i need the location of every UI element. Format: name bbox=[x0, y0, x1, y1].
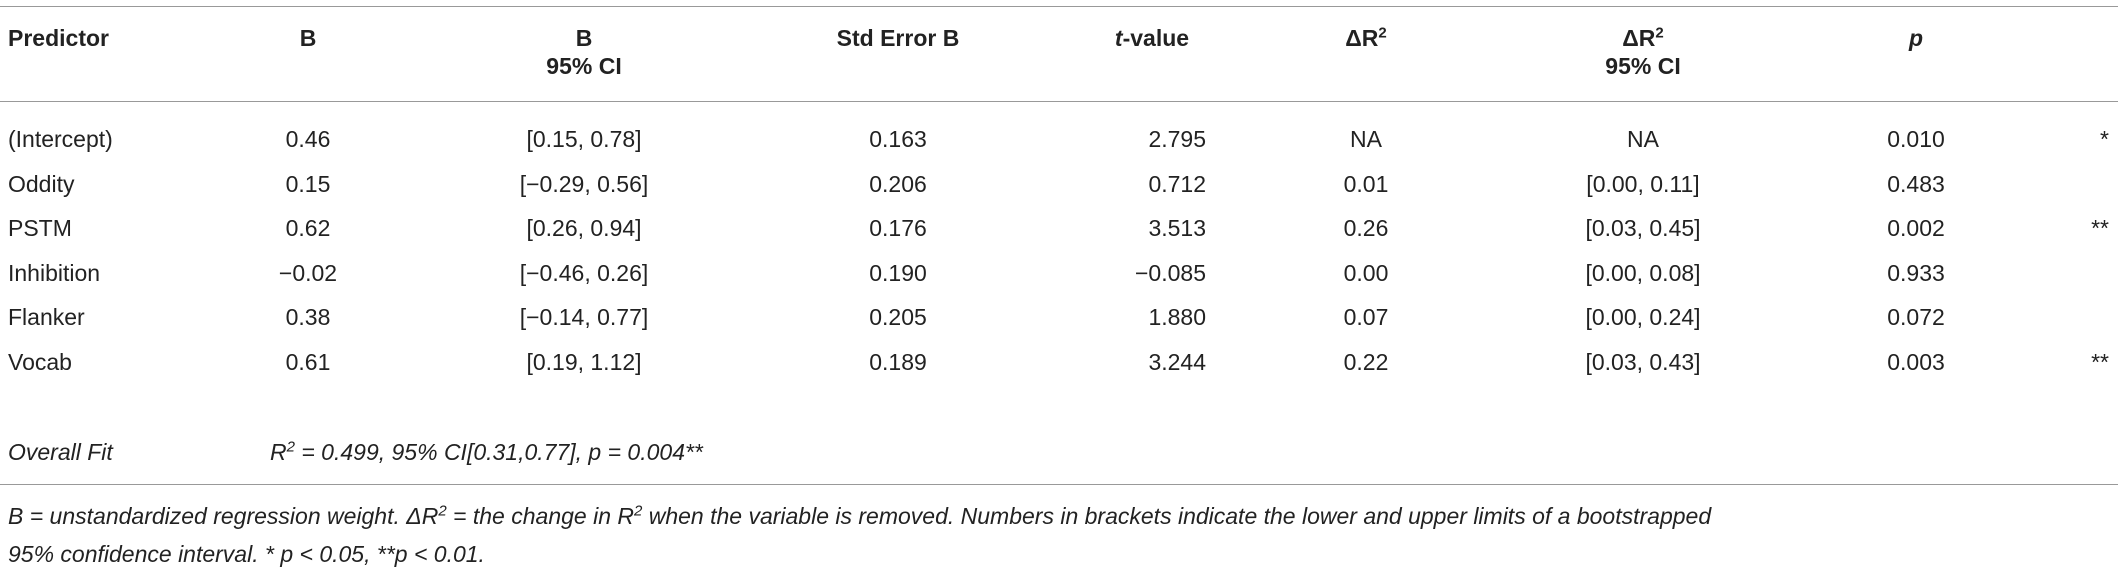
cell: 0.46 bbox=[285, 126, 331, 152]
header-text: -value bbox=[1122, 25, 1190, 51]
cell: 0.163 bbox=[869, 126, 927, 152]
cell: 0.190 bbox=[869, 259, 927, 286]
cell: NA bbox=[1350, 126, 1382, 152]
cell: 0.00 bbox=[1343, 259, 1389, 286]
cell: −0.02 bbox=[278, 259, 338, 286]
row-label: (Intercept) bbox=[8, 126, 113, 152]
cell: [0.15, 0.78] bbox=[526, 126, 642, 152]
cell: 3.244 bbox=[1148, 349, 1206, 375]
cell: [0.19, 1.12] bbox=[526, 349, 642, 375]
footnote-line: 95% confidence interval. * p < 0.05, **p… bbox=[8, 541, 485, 567]
header-text: ΔR bbox=[1622, 25, 1656, 51]
header-cell: Predictor bbox=[8, 25, 109, 51]
cell: 0.62 bbox=[285, 215, 331, 242]
header-cell: t-value bbox=[1115, 24, 1189, 52]
header-sup: 2 bbox=[1655, 24, 1664, 42]
header-text: t bbox=[1114, 25, 1123, 51]
cell: [0.03, 0.43] bbox=[1585, 349, 1701, 375]
row-label: Flanker bbox=[8, 304, 85, 331]
overall-fit-label: Overall Fit bbox=[8, 439, 113, 465]
cell: [0.00, 0.11] bbox=[1586, 170, 1700, 197]
sup: 2 bbox=[633, 502, 643, 520]
footnote-rule bbox=[0, 484, 2118, 485]
row-label: PSTM bbox=[8, 215, 72, 242]
sup: 2 bbox=[438, 502, 447, 520]
cell: 0.38 bbox=[285, 304, 331, 331]
header-text: 95% CI bbox=[1605, 53, 1681, 79]
cell: 0.07 bbox=[1343, 304, 1389, 331]
cell: 0.483 bbox=[1887, 170, 1945, 197]
cell: [0.00, 0.08] bbox=[1585, 259, 1701, 286]
cell: 0.15 bbox=[285, 170, 331, 197]
text: when the variable is removed. Numbers in… bbox=[642, 503, 1712, 529]
text: R bbox=[270, 439, 287, 465]
header-text: B bbox=[575, 25, 593, 51]
cell: 0.010 bbox=[1887, 126, 1945, 152]
text: B = unstandardized regression weight. ΔR bbox=[8, 503, 439, 529]
cell: 0.072 bbox=[1887, 304, 1945, 331]
cell: 0.206 bbox=[869, 170, 927, 197]
cell: 0.26 bbox=[1343, 215, 1389, 242]
cell: 1.880 bbox=[1148, 304, 1206, 331]
cell: 0.176 bbox=[869, 215, 927, 242]
header-cell: B 95% CI bbox=[546, 24, 621, 80]
header-text: 95% CI bbox=[546, 53, 622, 79]
cell: 0.22 bbox=[1343, 349, 1389, 375]
header-cell: ΔR2 95% CI bbox=[1605, 24, 1680, 80]
cell: [0.00, 0.24] bbox=[1585, 304, 1701, 331]
cell: 0.61 bbox=[285, 349, 331, 375]
text: = the change in R bbox=[446, 503, 634, 529]
cell: 0.933 bbox=[1887, 259, 1945, 286]
cell: [0.03, 0.45] bbox=[1585, 215, 1701, 242]
header-cell: p bbox=[1908, 25, 1924, 51]
cell: 0.189 bbox=[869, 349, 927, 375]
cell: [−0.29, 0.56] bbox=[519, 170, 649, 197]
top-rule bbox=[0, 6, 2118, 7]
cell: [0.26, 0.94] bbox=[526, 215, 642, 242]
row-label: Inhibition bbox=[8, 259, 101, 286]
cell: 0.712 bbox=[1148, 170, 1206, 197]
cell: 3.513 bbox=[1148, 215, 1206, 242]
cell: 0.002 bbox=[1887, 215, 1945, 242]
header-rule bbox=[0, 101, 2118, 102]
cell: [−0.14, 0.77] bbox=[519, 304, 649, 331]
header-sup: 2 bbox=[1378, 24, 1387, 42]
cell: NA bbox=[1627, 126, 1659, 152]
cell: [−0.46, 0.26] bbox=[519, 259, 649, 286]
cell: 0.01 bbox=[1343, 170, 1389, 197]
text: = 0.499, 95% CI[0.31,0.77], p = 0.004** bbox=[294, 439, 703, 465]
overall-fit-text: R2 = 0.499, 95% CI[0.31,0.77], p = 0.004… bbox=[270, 438, 703, 466]
header-cell: B bbox=[299, 25, 317, 51]
row-label: Vocab bbox=[8, 349, 72, 375]
sup: 2 bbox=[286, 438, 295, 456]
cell: 0.205 bbox=[869, 304, 927, 331]
cell: ** bbox=[2091, 349, 2109, 375]
cell: −0.085 bbox=[1135, 259, 1206, 286]
cell: ** bbox=[2091, 215, 2109, 242]
cell: * bbox=[2100, 126, 2109, 152]
cell: 0.003 bbox=[1887, 349, 1945, 375]
header-cell: Std Error B bbox=[836, 25, 960, 51]
header-cell: ΔR2 bbox=[1345, 24, 1387, 52]
row-label: Oddity bbox=[8, 170, 75, 197]
footnote-line: B = unstandardized regression weight. ΔR… bbox=[8, 502, 1711, 530]
cell: 2.795 bbox=[1148, 126, 1206, 152]
header-text: ΔR bbox=[1345, 25, 1379, 51]
